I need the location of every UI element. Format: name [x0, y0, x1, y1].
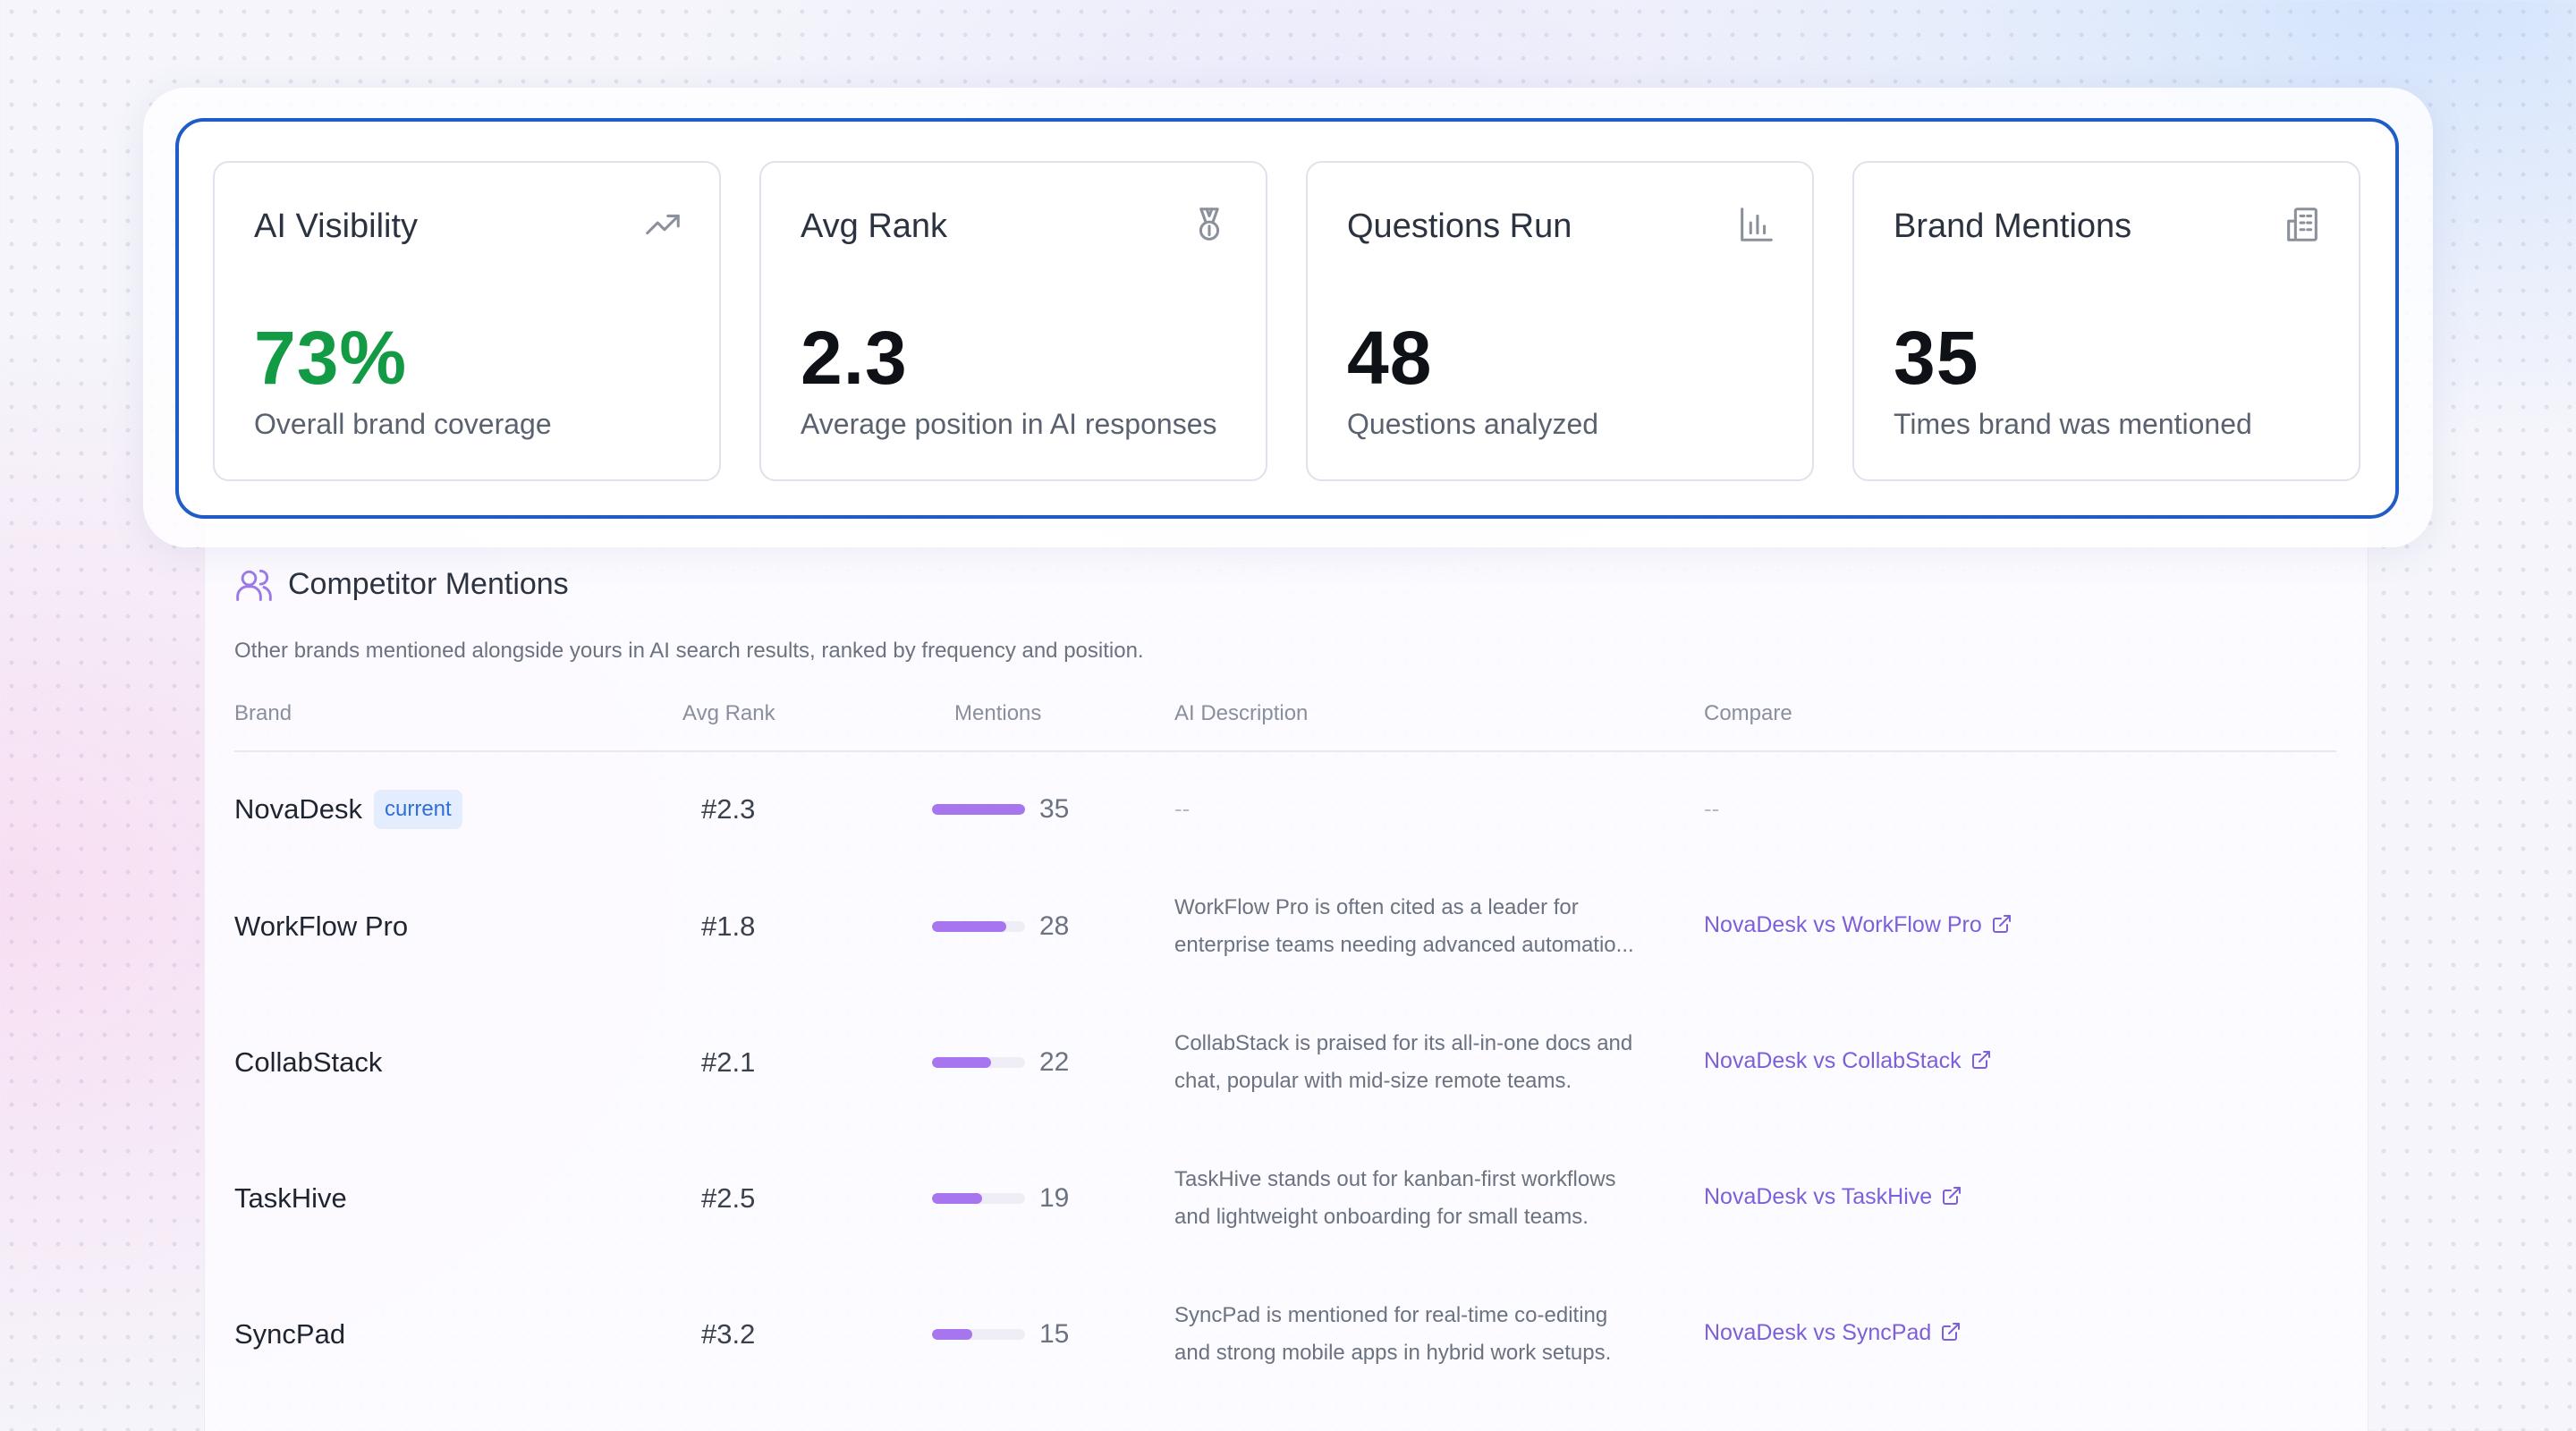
external-link-icon	[1971, 1051, 1990, 1069]
compare-link[interactable]: NovaDesk vs SyncPad	[1704, 1320, 1962, 1346]
stat-caption: Average position in AI responses	[801, 408, 1217, 440]
stat-caption: Overall brand coverage	[254, 408, 552, 440]
stat-title: AI Visibility	[254, 207, 419, 245]
external-link-icon	[1943, 1187, 1962, 1205]
stat-caption: Questions analyzed	[1347, 408, 1599, 440]
mentions-bar	[932, 1193, 1025, 1204]
ai-description-line-2: chat, popular with mid-size remote teams…	[1174, 1069, 1572, 1093]
brand-name: WorkFlow Pro	[234, 910, 409, 942]
compare-link[interactable]: NovaDesk vs WorkFlow Pro	[1704, 912, 2012, 938]
mentions-count: 15	[1039, 1319, 1070, 1349]
stat-card-avg-rank: Avg Rank 2.3 Average position in AI resp…	[759, 161, 1267, 481]
mentions-count: 22	[1039, 1047, 1070, 1077]
compare-link[interactable]: NovaDesk vs CollabStack	[1704, 1048, 1992, 1074]
column-header-brand: Brand	[234, 701, 292, 725]
mentions-bar-fill	[932, 921, 1007, 932]
stat-card-questions-run: Questions Run 48 Questions analyzed	[1306, 161, 1814, 481]
ai-description-line-2: and strong mobile apps in hybrid work se…	[1174, 1341, 1612, 1365]
stat-title: Questions Run	[1347, 207, 1572, 245]
ai-description-line-1: SyncPad is mentioned for real-time co-ed…	[1174, 1303, 1608, 1327]
ai-description: --	[1174, 795, 1191, 822]
trending-up-icon	[646, 214, 680, 235]
mentions-bar-fill	[932, 1329, 972, 1340]
avg-rank: #1.8	[701, 910, 756, 942]
column-header-ai-description: AI Description	[1174, 701, 1309, 725]
mentions-bar	[932, 921, 1025, 932]
medal-icon	[1199, 207, 1220, 241]
mentions-bar	[932, 1057, 1025, 1068]
avg-rank: #2.5	[701, 1182, 756, 1214]
compare-link-label: NovaDesk vs SyncPad	[1704, 1320, 1932, 1345]
ai-description-line-1: TaskHive stands out for kanban-first wor…	[1174, 1167, 1616, 1191]
bar-chart-icon	[1741, 207, 1773, 241]
column-header-mentions: Mentions	[954, 701, 1042, 725]
column-header-compare: Compare	[1704, 701, 1792, 725]
users-icon	[236, 569, 272, 601]
ai-description-line-2: enterprise teams needing advanced automa…	[1174, 933, 1634, 957]
stat-card-ai-visibility: AI Visibility 73% Overall brand coverage	[213, 161, 721, 481]
external-link-icon	[1992, 915, 2011, 933]
stat-value: 48	[1347, 316, 1433, 400]
section-title: Competitor Mentions	[288, 567, 569, 601]
mentions-count: 19	[1039, 1183, 1070, 1213]
compare-link-label: NovaDesk vs WorkFlow Pro	[1704, 912, 1982, 937]
mentions-bar-fill	[932, 1193, 983, 1204]
compare-link[interactable]: NovaDesk vs TaskHive	[1704, 1184, 1962, 1210]
ai-description-line-1: CollabStack is praised for its all-in-on…	[1174, 1031, 1633, 1055]
brand-name: CollabStack	[234, 1046, 383, 1078]
stat-value: 2.3	[801, 316, 908, 400]
avg-rank: #2.1	[701, 1046, 756, 1078]
stat-value: 35	[1894, 316, 1979, 400]
compare-link-label: NovaDesk vs TaskHive	[1704, 1184, 1933, 1209]
avg-rank: #3.2	[701, 1318, 756, 1350]
compare-placeholder: --	[1704, 795, 1720, 822]
compare-link-label: NovaDesk vs CollabStack	[1704, 1048, 1962, 1073]
stat-value: 73%	[254, 316, 408, 400]
mentions-bar	[932, 804, 1025, 815]
mentions-bar-fill	[932, 804, 1025, 815]
competitor-panel	[204, 501, 2368, 1431]
mentions-bar	[932, 1329, 1025, 1340]
mentions-count: 35	[1039, 794, 1070, 824]
brand-name: SyncPad	[234, 1318, 346, 1350]
brand-name: NovaDesk	[234, 793, 362, 825]
stat-card-brand-mentions: Brand Mentions 35 Times brand was mentio…	[1852, 161, 2360, 481]
section-description: Other brands mentioned alongside yours i…	[234, 639, 1144, 663]
avg-rank: #2.3	[701, 793, 756, 825]
mentions-count: 28	[1039, 911, 1070, 941]
stat-title: Avg Rank	[801, 207, 948, 245]
current-badge: current	[374, 790, 462, 829]
external-link-icon	[1942, 1323, 1961, 1341]
stat-caption: Times brand was mentioned	[1894, 408, 2252, 440]
ai-description-line-1: WorkFlow Pro is often cited as a leader …	[1174, 895, 1579, 919]
column-header-avg-rank: Avg Rank	[682, 701, 775, 725]
stat-title: Brand Mentions	[1894, 207, 2132, 245]
ai-description-line-2: and lightweight onboarding for small tea…	[1174, 1205, 1589, 1229]
building-icon	[2287, 207, 2318, 241]
brand-name: TaskHive	[234, 1182, 347, 1214]
mentions-bar-fill	[932, 1057, 991, 1068]
header-divider	[234, 750, 2336, 752]
